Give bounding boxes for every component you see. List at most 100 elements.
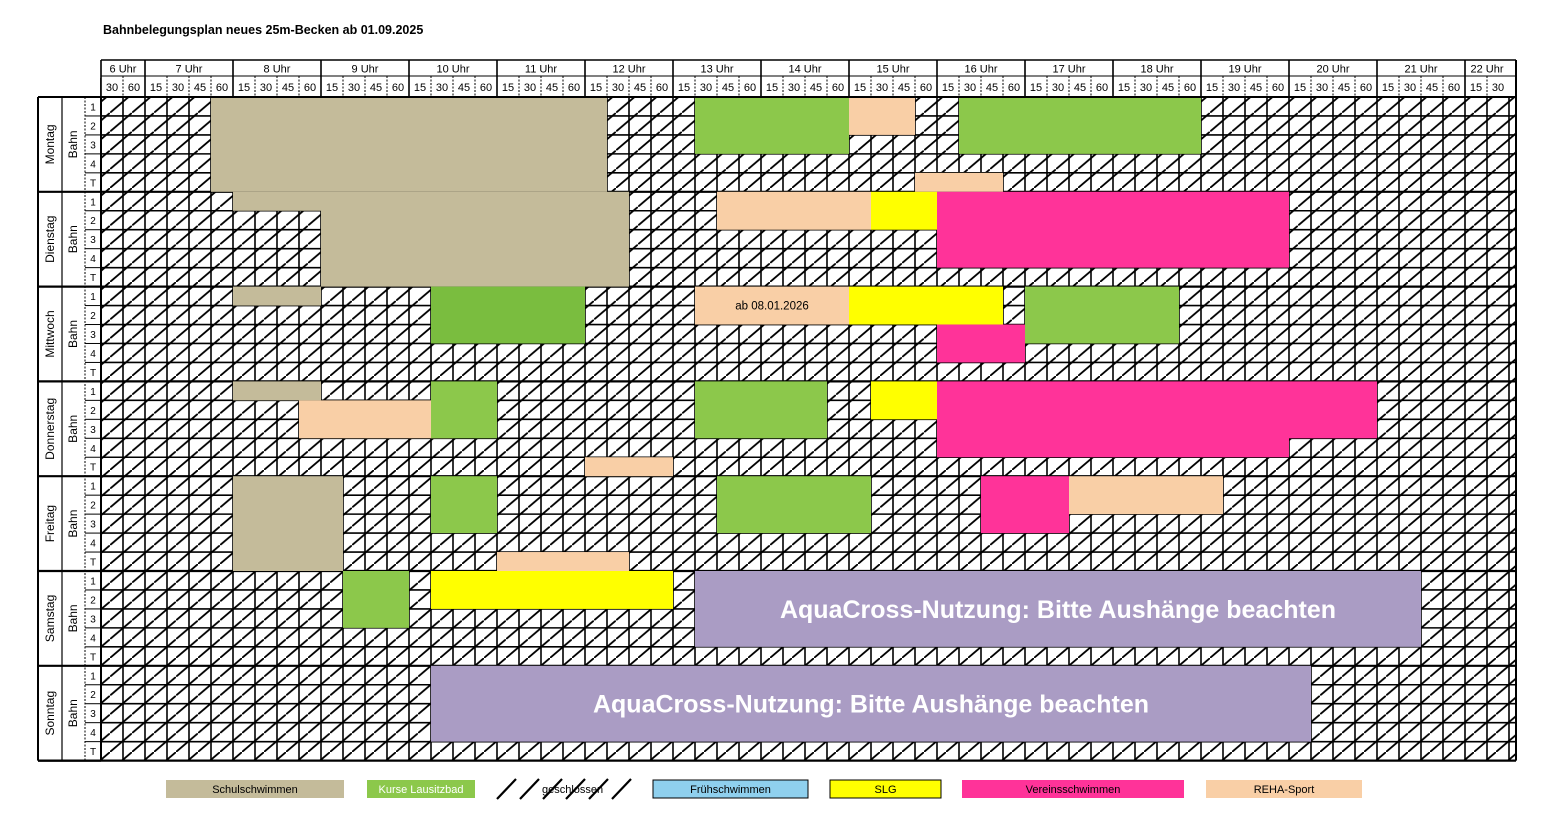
quarter-label: 60: [1272, 82, 1284, 94]
page-title: Bahnbelegungsplan neues 25m-Becken ab 01…: [103, 23, 424, 37]
quarter-label: 60: [216, 82, 228, 94]
day-label: Mittwoch: [43, 310, 57, 357]
booking-slg: [431, 571, 673, 609]
aquacross-notice: AquaCross-Nutzung: Bitte Aushänge beacht…: [593, 691, 1149, 719]
day-label: Freitag: [43, 505, 57, 542]
hour-label: 7 Uhr: [176, 64, 203, 76]
bahn-label: Bahn: [66, 510, 80, 538]
legend-swatch-reha: [1206, 780, 1362, 798]
hour-label: 8 Uhr: [264, 64, 291, 76]
quarter-label: 30: [436, 82, 448, 94]
quarter-label: 60: [304, 82, 316, 94]
quarter-label: 45: [634, 82, 646, 94]
day-label: Montag: [43, 124, 57, 164]
quarter-label: 15: [766, 82, 778, 94]
lane-number: 4: [90, 728, 96, 739]
hour-label: 18 Uhr: [1140, 64, 1173, 76]
quarter-label: 15: [1030, 82, 1042, 94]
quarter-label: 45: [546, 82, 558, 94]
lane-number: 4: [90, 444, 96, 455]
lane-number: T: [90, 273, 96, 284]
quarter-label: 15: [238, 82, 250, 94]
quarter-label: 30: [260, 82, 272, 94]
quarter-label: 45: [810, 82, 822, 94]
lane-number: 4: [90, 633, 96, 644]
bahn-label: Bahn: [66, 320, 80, 348]
legend-swatch-fruehschwimmen: [652, 779, 809, 799]
day-label: Donnerstag: [43, 398, 57, 460]
lane-number: 1: [90, 576, 96, 587]
booking-slg: [849, 286, 1003, 325]
lane-number: 3: [90, 235, 96, 246]
quarter-label: 30: [1052, 82, 1064, 94]
hour-label: 6 Uhr: [110, 64, 137, 76]
hour-label: 9 Uhr: [352, 64, 379, 76]
quarter-label: 30: [1228, 82, 1240, 94]
booking-verein: [937, 191, 1289, 268]
legend-label-reha: REHA-Sport: [1254, 784, 1315, 796]
quarter-label: 30: [524, 82, 536, 94]
legend-label-verein: Vereinsschwimmen: [1026, 784, 1121, 796]
lane-number: 3: [90, 709, 96, 720]
bahn-label: Bahn: [66, 225, 80, 253]
quarter-label: 30: [700, 82, 712, 94]
booking-kurse: [959, 97, 1201, 154]
quarter-label: 60: [744, 82, 756, 94]
legend-swatch-verein: [962, 780, 1184, 798]
booking-kurse: [1025, 286, 1179, 344]
legend-label-slg: SLG: [874, 784, 896, 796]
quarter-label: 60: [392, 82, 404, 94]
lane-number: T: [90, 652, 96, 663]
quarter-label: 15: [150, 82, 162, 94]
quarter-label: 60: [1096, 82, 1108, 94]
lane-number: 2: [90, 406, 96, 417]
lane-number: 1: [90, 482, 96, 493]
booking-verein: [937, 381, 1289, 458]
quarter-label: 30: [172, 82, 184, 94]
day-label: Samstag: [43, 595, 57, 642]
quarter-label: 15: [326, 82, 338, 94]
quarter-label: 45: [282, 82, 294, 94]
lane-number: 3: [90, 425, 96, 436]
hour-label: 16 Uhr: [964, 64, 997, 76]
bahn-label: Bahn: [66, 130, 80, 158]
booking-kurse_dark: [431, 286, 585, 344]
quarter-label: 45: [194, 82, 206, 94]
lane-number: 2: [90, 501, 96, 512]
quarter-label: 30: [876, 82, 888, 94]
booking-schulschwimmen: [233, 381, 321, 401]
legend-label-kurse: Kurse Lausitzbad: [379, 784, 464, 796]
booking-reha: [585, 457, 673, 477]
lane-number: 3: [90, 520, 96, 531]
quarter-label: 45: [1426, 82, 1438, 94]
quarter-label: 30: [1492, 82, 1504, 94]
booking-reha: [915, 172, 1003, 192]
booking-aquacross: [695, 571, 1421, 647]
legend-swatch-slg: [829, 779, 942, 799]
quarter-label: 30: [1404, 82, 1416, 94]
quarter-label: 30: [964, 82, 976, 94]
lane-number: 2: [90, 595, 96, 606]
quarter-label: 30: [348, 82, 360, 94]
lane-number: 1: [90, 671, 96, 682]
legend-swatch-kurse: [367, 780, 475, 798]
quarter-label: 15: [590, 82, 602, 94]
quarter-label: 45: [1074, 82, 1086, 94]
hour-label: 12 Uhr: [612, 64, 645, 76]
quarter-label: 30: [1140, 82, 1152, 94]
booking-schulschwimmen: [233, 191, 321, 211]
quarter-label: 60: [920, 82, 932, 94]
quarter-label: 45: [1250, 82, 1262, 94]
booking-kurse: [717, 476, 871, 534]
quarter-label: 15: [414, 82, 426, 94]
quarter-label: 45: [986, 82, 998, 94]
quarter-label: 30: [106, 82, 118, 94]
booking-verein: [981, 476, 1069, 534]
booking-reha: [695, 286, 849, 325]
day-label: Dienstag: [43, 216, 57, 263]
bahn-label: Bahn: [66, 415, 80, 443]
booking-schulschwimmen: [233, 476, 343, 571]
quarter-label: 15: [854, 82, 866, 94]
quarter-label: 45: [1338, 82, 1350, 94]
